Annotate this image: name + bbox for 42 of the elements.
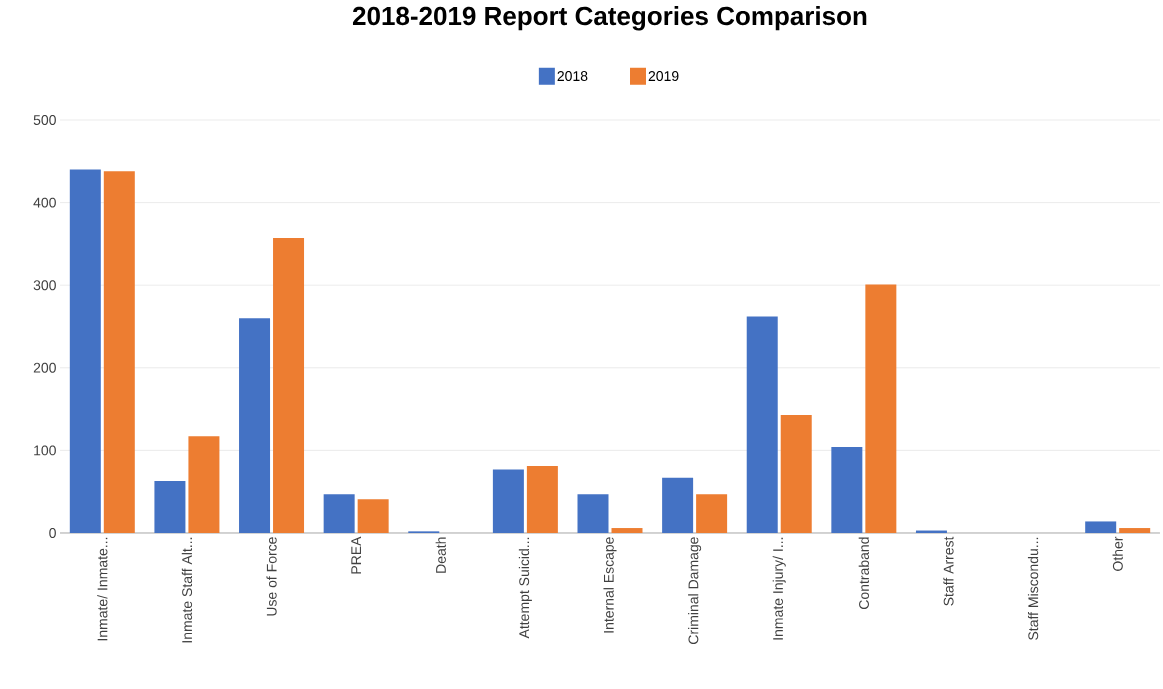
x-tick-label: Staff Miscondu... xyxy=(1027,537,1039,640)
bar xyxy=(188,436,220,533)
bar xyxy=(273,238,305,533)
bar xyxy=(357,499,389,533)
bar xyxy=(323,494,355,533)
y-tick-label: 100 xyxy=(34,445,56,456)
bar xyxy=(526,466,558,533)
bar xyxy=(492,469,524,533)
y-tick-label: 400 xyxy=(33,197,56,208)
x-tick-label: Inmate Staff Alt... xyxy=(181,537,193,643)
bar xyxy=(662,477,694,533)
y-tick-label: 0 xyxy=(49,528,56,538)
y-tick-label: 300 xyxy=(33,280,56,291)
bar xyxy=(611,528,643,533)
bar xyxy=(154,480,186,533)
bar xyxy=(1119,528,1151,533)
chart-title: 2018-2019 Report Categories Comparison xyxy=(352,6,867,31)
x-tick-label: Attempt Suicid... xyxy=(518,537,532,639)
bar xyxy=(103,171,135,533)
bar xyxy=(780,414,812,533)
x-tick-label: Internal Escape xyxy=(603,537,617,633)
bar xyxy=(746,316,778,533)
bar xyxy=(577,494,609,533)
x-tick-label: Criminal Damage xyxy=(688,537,702,644)
x-tick-label: Inmate/ Inmate... xyxy=(97,537,108,641)
bar xyxy=(696,494,728,533)
x-tick-label: Other xyxy=(1112,536,1123,571)
x-tick-label: Use of Force xyxy=(266,537,277,616)
x-tick-label: PREA xyxy=(351,536,361,574)
x-tick-label: Staff Arrest xyxy=(943,536,954,606)
x-tick-label: Inmate Injury/ I... xyxy=(772,537,786,640)
bar xyxy=(239,318,271,533)
bar xyxy=(865,284,897,533)
bar xyxy=(69,169,101,533)
y-tick-label: 500 xyxy=(33,115,56,125)
x-tick-label: Contraband xyxy=(858,537,869,609)
bar xyxy=(1085,521,1117,533)
bar xyxy=(831,447,863,533)
y-tick-label: 200 xyxy=(33,362,56,373)
legend-label: 2018 xyxy=(557,71,588,82)
x-tick-label: Death xyxy=(435,537,446,573)
legend-label: 2019 xyxy=(648,71,679,82)
